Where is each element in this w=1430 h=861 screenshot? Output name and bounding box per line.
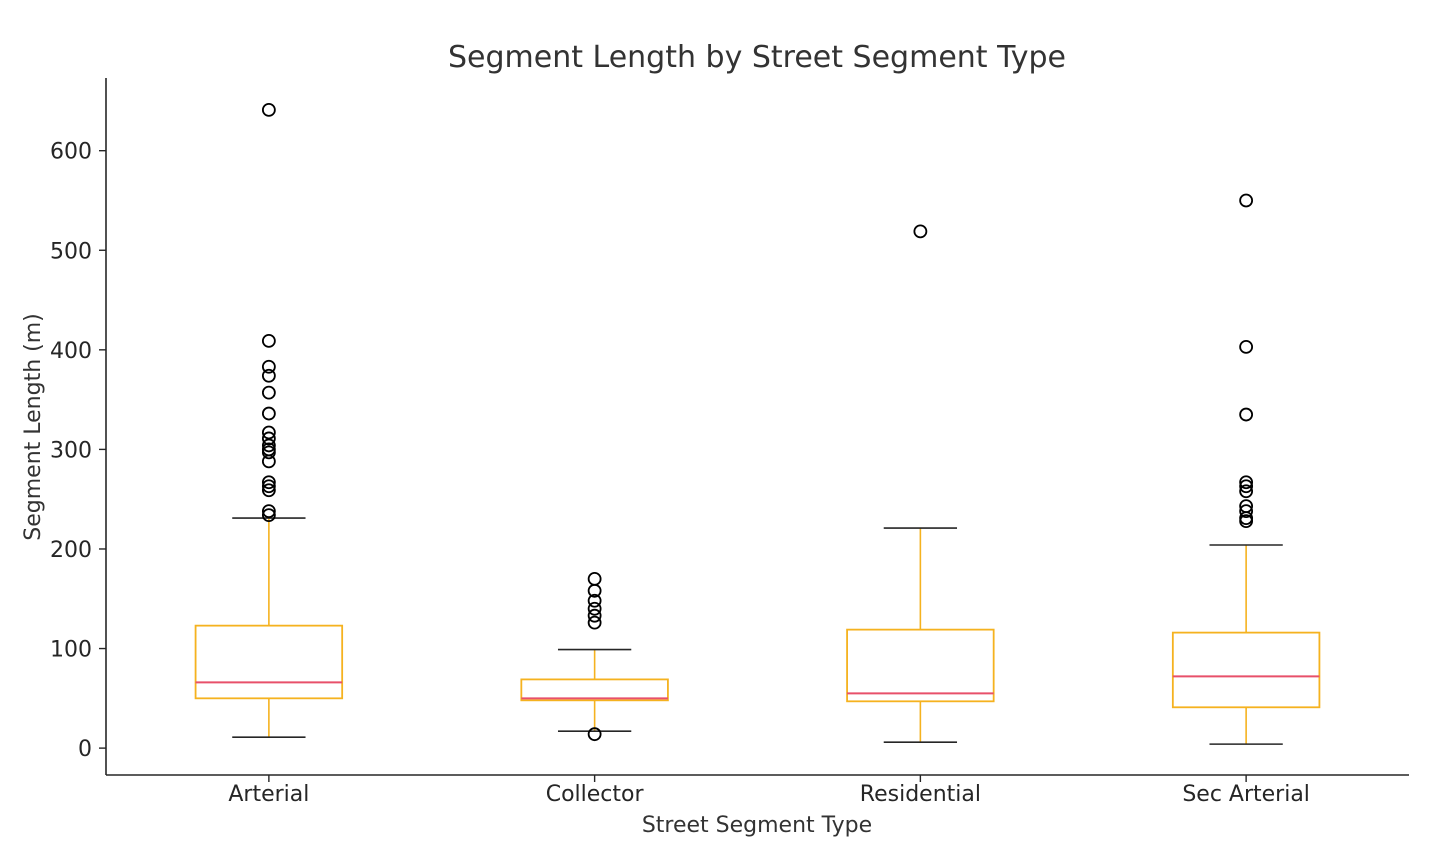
outlier-point bbox=[261, 425, 276, 440]
y-tick-label: 400 bbox=[50, 339, 92, 364]
outlier-point bbox=[1239, 475, 1254, 490]
outlier-point bbox=[261, 102, 276, 117]
outlier-point bbox=[261, 385, 276, 400]
box-group-arterial bbox=[194, 102, 344, 738]
y-tick-label: 0 bbox=[78, 737, 92, 762]
outlier-point bbox=[261, 483, 276, 498]
y-tick-label: 100 bbox=[50, 638, 92, 663]
y-axis-label: Segment Length (m) bbox=[21, 313, 46, 540]
outlier-point bbox=[1239, 193, 1254, 208]
outlier-point bbox=[261, 359, 276, 374]
iqr-box bbox=[846, 628, 995, 703]
outlier-point bbox=[587, 615, 602, 630]
box-group-collector bbox=[520, 571, 669, 742]
outlier-point bbox=[261, 333, 276, 348]
outlier-point bbox=[587, 608, 602, 623]
outlier-point bbox=[1239, 339, 1254, 354]
outlier-point bbox=[261, 406, 276, 421]
iqr-box bbox=[520, 678, 669, 702]
outlier-point bbox=[261, 442, 276, 457]
y-tick-label: 300 bbox=[50, 438, 92, 463]
x-tick-label: Sec Arterial bbox=[1182, 782, 1310, 807]
outlier-point bbox=[261, 368, 276, 383]
x-axis-ticks: Arterial Collector Residential Sec Arterial bbox=[228, 775, 1310, 807]
outlier-point bbox=[587, 727, 602, 742]
y-tick-label: 600 bbox=[50, 140, 92, 165]
x-tick-label: Residential bbox=[860, 782, 981, 807]
box-group-sec-arterial bbox=[1171, 193, 1321, 745]
x-tick-label: Collector bbox=[546, 782, 645, 807]
iqr-box bbox=[194, 624, 344, 700]
outlier-point bbox=[261, 431, 276, 446]
y-axis-ticks: 0 100 200 300 400 500 600 bbox=[50, 140, 106, 762]
outlier-point bbox=[261, 475, 276, 490]
outlier-point bbox=[913, 224, 928, 239]
outlier-point bbox=[261, 508, 276, 523]
outlier-point bbox=[587, 601, 602, 616]
plot-area bbox=[194, 102, 1321, 745]
iqr-box bbox=[1171, 631, 1321, 709]
outlier-point bbox=[1239, 499, 1254, 514]
outlier-point bbox=[261, 479, 276, 494]
y-tick-label: 200 bbox=[50, 538, 92, 563]
x-axis-label: Street Segment Type bbox=[642, 813, 872, 838]
outlier-point bbox=[1239, 484, 1254, 499]
outlier-point bbox=[587, 593, 602, 608]
y-tick-label: 500 bbox=[50, 239, 92, 264]
outlier-point bbox=[587, 571, 602, 586]
outlier-point bbox=[261, 504, 276, 519]
outlier-point bbox=[1239, 479, 1254, 494]
box-group-residential bbox=[846, 224, 995, 743]
x-tick-label: Arterial bbox=[228, 782, 309, 807]
outlier-point bbox=[1239, 407, 1254, 422]
chart-title: Segment Length by Street Segment Type bbox=[448, 40, 1066, 75]
outlier-point bbox=[1239, 504, 1254, 519]
outlier-point bbox=[261, 438, 276, 453]
